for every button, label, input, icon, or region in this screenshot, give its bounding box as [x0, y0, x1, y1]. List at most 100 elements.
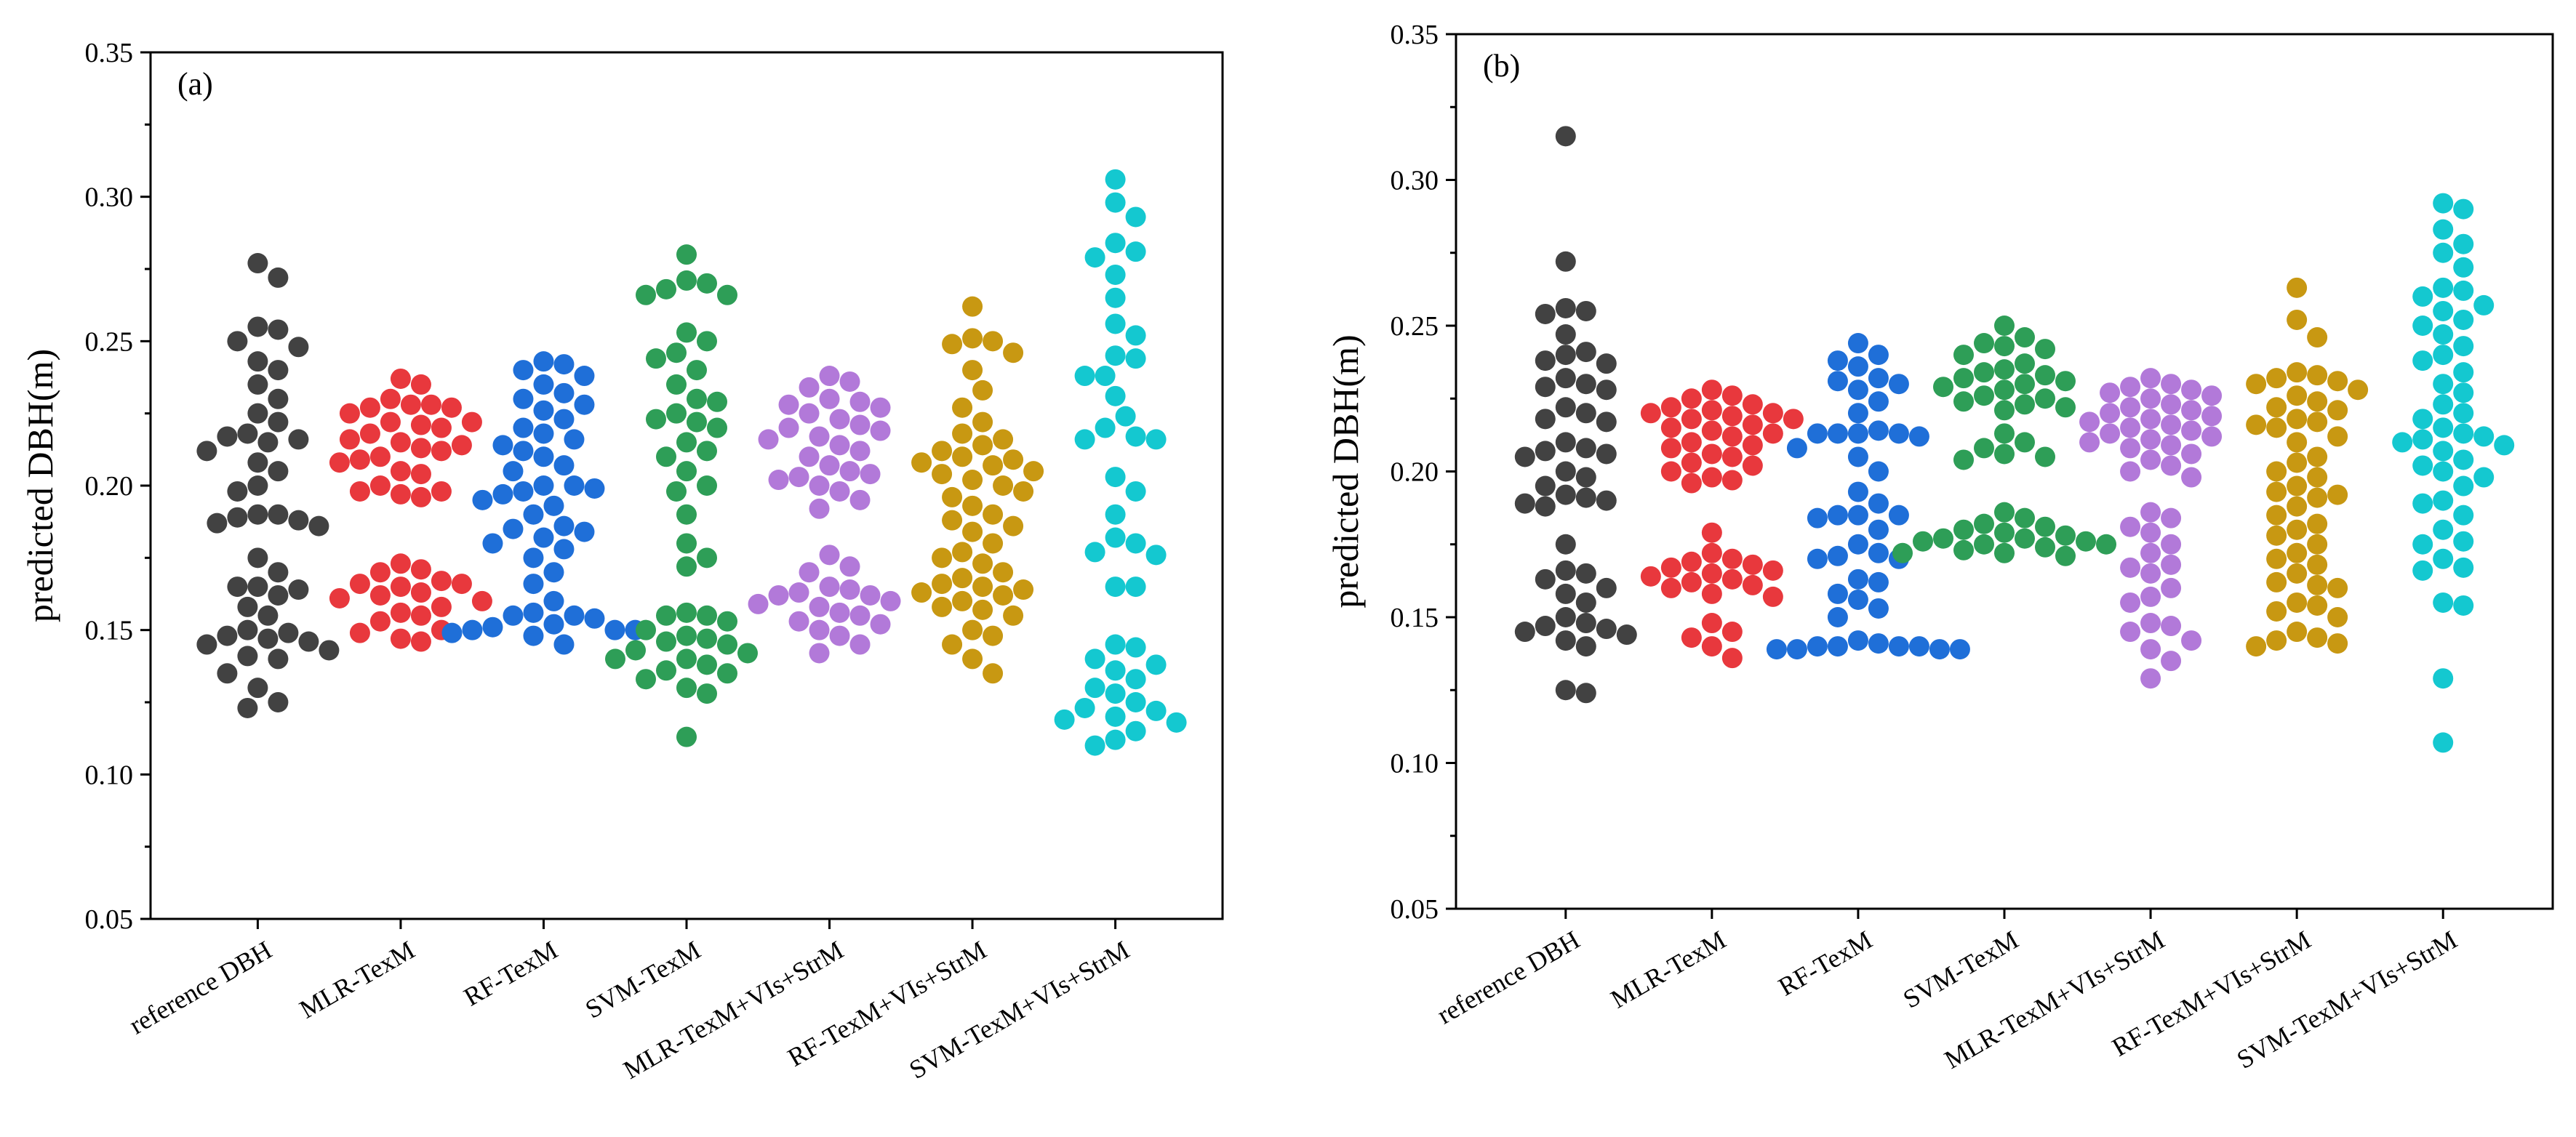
data-point — [2120, 461, 2141, 482]
data-point — [625, 640, 646, 661]
data-point — [1762, 586, 1783, 607]
data-point — [2015, 432, 2035, 453]
data-point — [952, 542, 973, 563]
data-point — [268, 411, 289, 433]
panel-label: (b) — [1483, 48, 1520, 84]
data-point — [1721, 622, 1743, 643]
data-point — [1640, 403, 1661, 424]
data-point — [788, 611, 809, 632]
data-point — [983, 504, 1004, 525]
data-point — [1125, 576, 1146, 598]
data-point — [2140, 668, 2161, 689]
data-point — [2140, 368, 2161, 389]
data-point — [2246, 636, 2267, 657]
data-point — [2266, 417, 2287, 438]
data-point — [717, 284, 737, 305]
data-point — [809, 619, 830, 640]
data-point — [1125, 426, 1146, 447]
data-point — [1994, 423, 2015, 444]
data-point — [676, 602, 697, 623]
data-point — [2287, 622, 2308, 643]
data-point — [503, 605, 524, 626]
data-point — [1762, 423, 1783, 444]
data-point — [2473, 294, 2495, 316]
data-point — [2120, 397, 2141, 418]
data-point — [962, 328, 983, 349]
data-point — [523, 547, 544, 568]
data-point — [410, 414, 431, 435]
data-point — [1681, 452, 1702, 473]
data-point — [1535, 496, 1556, 517]
data-point — [717, 611, 737, 632]
data-point — [2140, 563, 2161, 584]
data-point — [911, 452, 932, 473]
data-point — [564, 605, 585, 626]
data-point — [768, 470, 789, 491]
data-point — [1827, 636, 1848, 657]
data-point — [1074, 697, 1095, 718]
data-point — [369, 446, 391, 467]
data-point — [1660, 557, 1681, 578]
data-point — [2181, 443, 2202, 465]
data-point — [1555, 583, 1576, 604]
data-point — [1888, 636, 1909, 657]
data-point — [849, 414, 871, 435]
data-point — [2307, 487, 2328, 508]
data-point — [2433, 193, 2454, 214]
data-point — [972, 576, 993, 598]
data-point — [2307, 365, 2328, 386]
data-point — [1125, 481, 1146, 502]
data-point — [717, 663, 737, 684]
data-point — [2453, 309, 2474, 330]
data-point — [2201, 385, 2223, 406]
data-point — [1105, 527, 1126, 548]
data-point — [942, 510, 963, 531]
data-point — [268, 267, 289, 288]
data-point — [983, 455, 1004, 476]
data-point — [2287, 563, 2308, 584]
data-point — [1701, 542, 1722, 563]
data-point — [1847, 403, 1868, 424]
data-point — [288, 429, 309, 450]
data-point — [676, 461, 697, 482]
data-point — [2120, 438, 2141, 459]
data-point — [1125, 533, 1146, 554]
data-point — [513, 441, 534, 462]
data-point — [1721, 568, 1743, 590]
data-point — [1125, 669, 1146, 690]
data-point — [431, 481, 452, 502]
data-point — [2161, 616, 2182, 637]
data-point — [390, 628, 411, 649]
data-point — [2453, 280, 2474, 301]
data-point — [1535, 303, 1556, 324]
data-point — [1994, 400, 2015, 421]
data-point — [2266, 571, 2287, 592]
data-point — [2433, 732, 2454, 753]
data-point — [2161, 394, 2182, 415]
data-point — [1681, 432, 1702, 453]
data-point — [2100, 382, 2121, 403]
data-point — [2266, 505, 2287, 526]
data-point — [2140, 449, 2161, 470]
data-point — [1575, 300, 1596, 321]
data-point — [2246, 374, 2267, 395]
data-point — [1660, 417, 1681, 438]
panel-b: 0.05 0.10 0.15 0.20 0.25 0.30 0.35 predicted DB… — [1325, 20, 2554, 1074]
data-point — [319, 640, 340, 661]
y-tick-label: 0.05 — [85, 904, 134, 935]
data-point — [1868, 420, 1889, 441]
y-axis-label: predicted DBH(m) — [1325, 334, 1366, 608]
data-point — [1003, 449, 1024, 470]
data-point — [1084, 247, 1105, 268]
data-point — [1095, 366, 1116, 387]
data-point — [2140, 409, 2161, 430]
y-tick-label: 0.10 — [85, 760, 134, 790]
data-point — [390, 461, 411, 482]
data-point — [1908, 426, 1929, 447]
data-point — [1929, 639, 1950, 660]
data-point — [1721, 648, 1743, 669]
data-point — [605, 648, 625, 670]
data-point — [1827, 545, 1848, 566]
data-point — [1145, 654, 1167, 675]
